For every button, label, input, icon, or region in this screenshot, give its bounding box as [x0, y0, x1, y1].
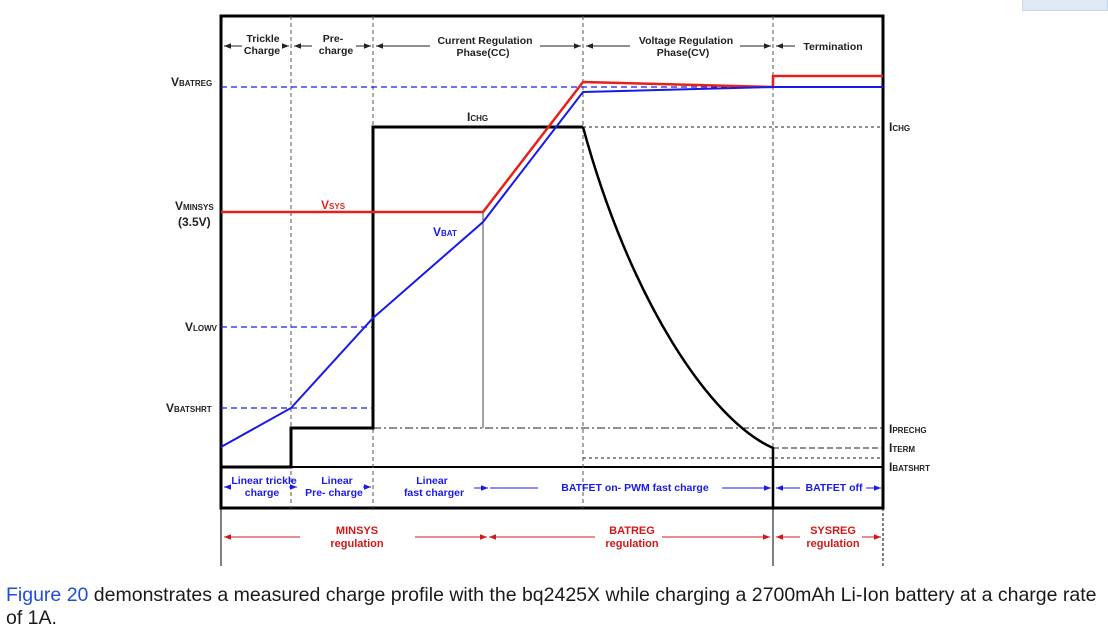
ibatshrt-label: IBATSHRT: [889, 460, 930, 474]
mode-linear-trickle: Linear trickle charge: [231, 475, 297, 499]
iterm-label: ITERM: [889, 441, 915, 455]
phase-cc-label: Current Regulation Phase(CC): [437, 35, 532, 59]
vsys-curve-label: VSYS: [321, 198, 346, 212]
phase-pre-label: Pre-charge: [319, 33, 354, 57]
phase-cv-label: Voltage Regulation Phase(CV): [639, 35, 733, 59]
mode-linear-pre: Linear Pre- charge: [305, 475, 363, 499]
vlowv-label: VLOWV: [185, 320, 218, 334]
vminsys-value: (3.5V): [178, 215, 211, 229]
reg-minsys-label: MINSYS regulation: [330, 525, 383, 550]
reg-sysreg-label: SYSREG regulation: [806, 525, 859, 550]
phase-termination-label: Termination: [803, 41, 862, 53]
vsys-curve: [221, 74, 883, 214]
vminsys-label: VMINSYS: [175, 199, 214, 213]
ichg-curve-label: ICHG: [467, 110, 488, 124]
vbat-curve: [220, 86, 883, 448]
mode-pwm: BATFET on- PWM fast charge: [561, 482, 709, 494]
mode-linear-fast: Linear fast charger: [404, 475, 464, 499]
caption-text: demonstrates a measured charge profile w…: [6, 584, 1097, 629]
vbatreg-label: VBATREG: [171, 75, 212, 89]
reg-batreg-label: BATREG regulation: [605, 525, 658, 550]
vbat-curve-label: VBAT: [433, 225, 457, 239]
ichg-taper-curve: [581, 126, 775, 508]
reference-lines: [221, 86, 883, 459]
mode-arrows: [224, 484, 881, 491]
figure-caption: Figure 20 demonstrates a measured charge…: [6, 584, 1106, 630]
mode-batfet-off: BATFET off: [806, 482, 863, 494]
iprechg-label: IPRECHG: [889, 422, 927, 436]
ichg-current-curve: [221, 125, 583, 469]
plot-frame: [219, 14, 885, 510]
charge-profile-diagram: Trickle Charge Pre-charge Current Regulat…: [166, 14, 930, 566]
figure-reference-link[interactable]: Figure 20: [6, 584, 89, 606]
phase-trickle-label: Trickle Charge: [244, 33, 280, 57]
corner-tab: [1022, 0, 1108, 11]
ichg-right-label: ICHG: [889, 120, 910, 134]
vbatshrt-label: VBATSHRT: [166, 401, 212, 415]
